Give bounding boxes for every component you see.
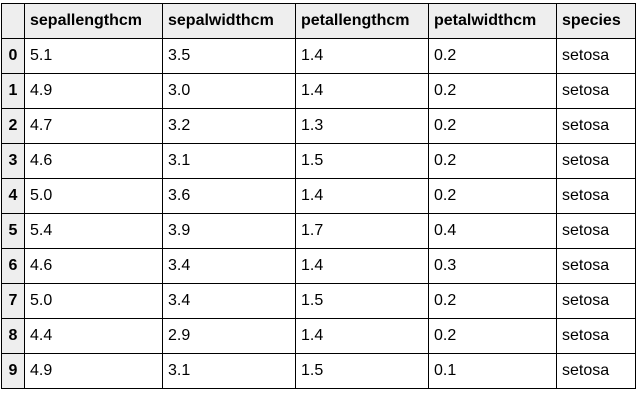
table-cell-petalwidthcm: 0.3 — [428, 248, 557, 284]
table-row: 4 5.0 3.6 1.4 0.2 setosa — [1, 178, 636, 214]
column-header-species: species — [556, 3, 636, 39]
table-cell-sepalwidthcm: 3.1 — [162, 353, 296, 389]
table-cell-species: setosa — [556, 178, 636, 214]
row-index: 5 — [1, 213, 25, 249]
table-row: 0 5.1 3.5 1.4 0.2 setosa — [1, 38, 636, 74]
table-cell-sepallengthcm: 5.1 — [24, 38, 163, 74]
table-cell-petallengthcm: 1.5 — [295, 353, 429, 389]
row-index: 1 — [1, 73, 25, 109]
table-body: 0 5.1 3.5 1.4 0.2 setosa 1 4.9 3.0 1.4 0.2 setosa 2 4… — [1, 38, 636, 389]
table-cell-petalwidthcm: 0.4 — [428, 213, 557, 249]
table-cell-sepalwidthcm: 3.9 — [162, 213, 296, 249]
table-cell-species: setosa — [556, 143, 636, 179]
table-cell-species: setosa — [556, 38, 636, 74]
data-table: sepallengthcm sepalwidthcm petallengthcm… — [1, 3, 636, 389]
table-cell-sepallengthcm: 5.0 — [24, 178, 163, 214]
table-cell-sepallengthcm: 4.7 — [24, 108, 163, 144]
row-index: 6 — [1, 248, 25, 284]
table-cell-petallengthcm: 1.4 — [295, 38, 429, 74]
table-cell-species: setosa — [556, 353, 636, 389]
table-cell-sepallengthcm: 4.4 — [24, 318, 163, 354]
column-header-petallengthcm: petallengthcm — [295, 3, 429, 39]
index-header — [1, 3, 25, 39]
table-cell-petallengthcm: 1.4 — [295, 318, 429, 354]
row-index: 7 — [1, 283, 25, 319]
table-cell-sepallengthcm: 4.9 — [24, 353, 163, 389]
table-cell-sepallengthcm: 4.6 — [24, 248, 163, 284]
table-cell-petalwidthcm: 0.2 — [428, 38, 557, 74]
table-row: 7 5.0 3.4 1.5 0.2 setosa — [1, 283, 636, 319]
table-cell-species: setosa — [556, 213, 636, 249]
table-cell-species: setosa — [556, 283, 636, 319]
table-cell-petallengthcm: 1.4 — [295, 178, 429, 214]
table-cell-petallengthcm: 1.4 — [295, 73, 429, 109]
table-cell-sepallengthcm: 5.0 — [24, 283, 163, 319]
table-cell-petallengthcm: 1.4 — [295, 248, 429, 284]
table-row: 2 4.7 3.2 1.3 0.2 setosa — [1, 108, 636, 144]
table-row: 3 4.6 3.1 1.5 0.2 setosa — [1, 143, 636, 179]
table-cell-species: setosa — [556, 108, 636, 144]
table-cell-species: setosa — [556, 318, 636, 354]
table-cell-petallengthcm: 1.5 — [295, 283, 429, 319]
column-header-sepallengthcm: sepallengthcm — [24, 3, 163, 39]
table-cell-sepalwidthcm: 3.4 — [162, 248, 296, 284]
row-index: 4 — [1, 178, 25, 214]
table-cell-petalwidthcm: 0.2 — [428, 73, 557, 109]
table-cell-species: setosa — [556, 73, 636, 109]
table-header: sepallengthcm sepalwidthcm petallengthcm… — [1, 3, 636, 39]
table-cell-petallengthcm: 1.7 — [295, 213, 429, 249]
table-row: 1 4.9 3.0 1.4 0.2 setosa — [1, 73, 636, 109]
table-cell-sepallengthcm: 4.9 — [24, 73, 163, 109]
table-cell-petallengthcm: 1.5 — [295, 143, 429, 179]
row-index: 2 — [1, 108, 25, 144]
row-index: 8 — [1, 318, 25, 354]
row-index: 0 — [1, 38, 25, 74]
table-cell-sepalwidthcm: 3.0 — [162, 73, 296, 109]
table-cell-petalwidthcm: 0.1 — [428, 353, 557, 389]
table-cell-petalwidthcm: 0.2 — [428, 283, 557, 319]
table-cell-sepalwidthcm: 3.4 — [162, 283, 296, 319]
row-index: 3 — [1, 143, 25, 179]
table-cell-petalwidthcm: 0.2 — [428, 143, 557, 179]
table-cell-sepalwidthcm: 3.5 — [162, 38, 296, 74]
column-header-petalwidthcm: petalwidthcm — [428, 3, 557, 39]
table-cell-sepalwidthcm: 3.2 — [162, 108, 296, 144]
table-row: 6 4.6 3.4 1.4 0.3 setosa — [1, 248, 636, 284]
table-cell-petalwidthcm: 0.2 — [428, 318, 557, 354]
table-cell-sepallengthcm: 4.6 — [24, 143, 163, 179]
table-cell-sepalwidthcm: 3.1 — [162, 143, 296, 179]
table-cell-petalwidthcm: 0.2 — [428, 178, 557, 214]
table-row: 5 5.4 3.9 1.7 0.4 setosa — [1, 213, 636, 249]
table-cell-petalwidthcm: 0.2 — [428, 108, 557, 144]
table-row: 9 4.9 3.1 1.5 0.1 setosa — [1, 353, 636, 389]
table-cell-petallengthcm: 1.3 — [295, 108, 429, 144]
table-cell-sepallengthcm: 5.4 — [24, 213, 163, 249]
table-cell-species: setosa — [556, 248, 636, 284]
table-row: 8 4.4 2.9 1.4 0.2 setosa — [1, 318, 636, 354]
table-cell-sepalwidthcm: 2.9 — [162, 318, 296, 354]
table-cell-sepalwidthcm: 3.6 — [162, 178, 296, 214]
header-row: sepallengthcm sepalwidthcm petallengthcm… — [1, 3, 636, 39]
column-header-sepalwidthcm: sepalwidthcm — [162, 3, 296, 39]
row-index: 9 — [1, 353, 25, 389]
